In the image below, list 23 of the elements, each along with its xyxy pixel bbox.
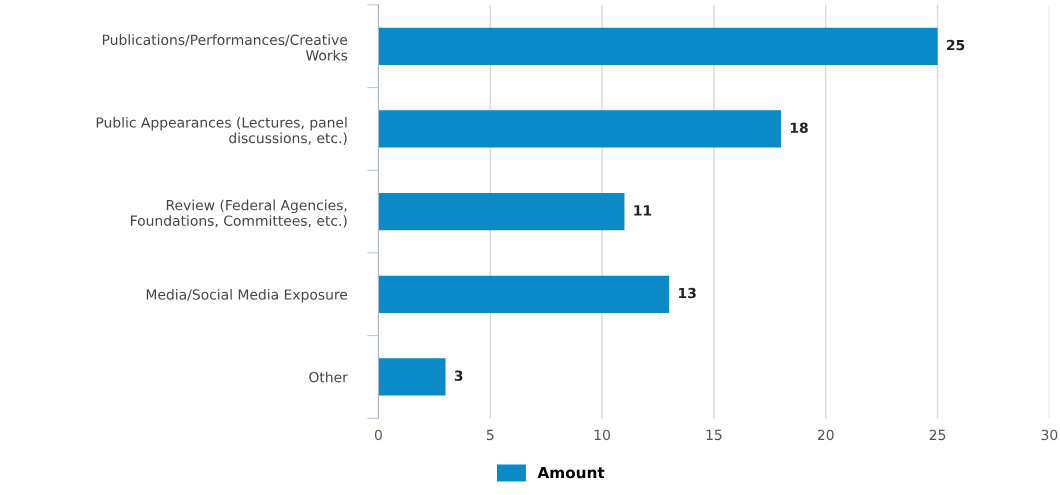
x-tick-label: 20: [817, 429, 834, 441]
y-tick-label: Media/Social Media Exposure: [146, 289, 348, 303]
y-tick-label: Publications/Performances/Creative Works: [102, 34, 348, 61]
x-tick-label: 30: [1041, 429, 1058, 441]
bar: [378, 110, 782, 148]
bar: [378, 27, 938, 65]
x-tick-label: 25: [929, 429, 946, 441]
bar: [378, 275, 670, 313]
data-label: 18: [790, 122, 808, 133]
y-tick-label: Public Appearances (Lectures, panel discussions, etc.): [96, 116, 347, 145]
x-tick-label: 0: [374, 429, 382, 441]
bar: [378, 193, 625, 231]
legend-label: Amount: [537, 466, 605, 479]
y-tick-label: Other: [309, 371, 348, 383]
x-tick-label: 10: [594, 429, 610, 441]
data-label: 11: [634, 205, 652, 216]
data-label: 3: [454, 370, 463, 381]
bar: [378, 358, 446, 396]
x-tick-label: 5: [486, 429, 494, 441]
y-tick-label: Review (Federal Agencies, Foundations, Committees, etc.): [131, 199, 347, 228]
data-label: 13: [679, 287, 696, 299]
data-label: 25: [947, 39, 965, 51]
x-tick-label: 15: [706, 429, 722, 441]
